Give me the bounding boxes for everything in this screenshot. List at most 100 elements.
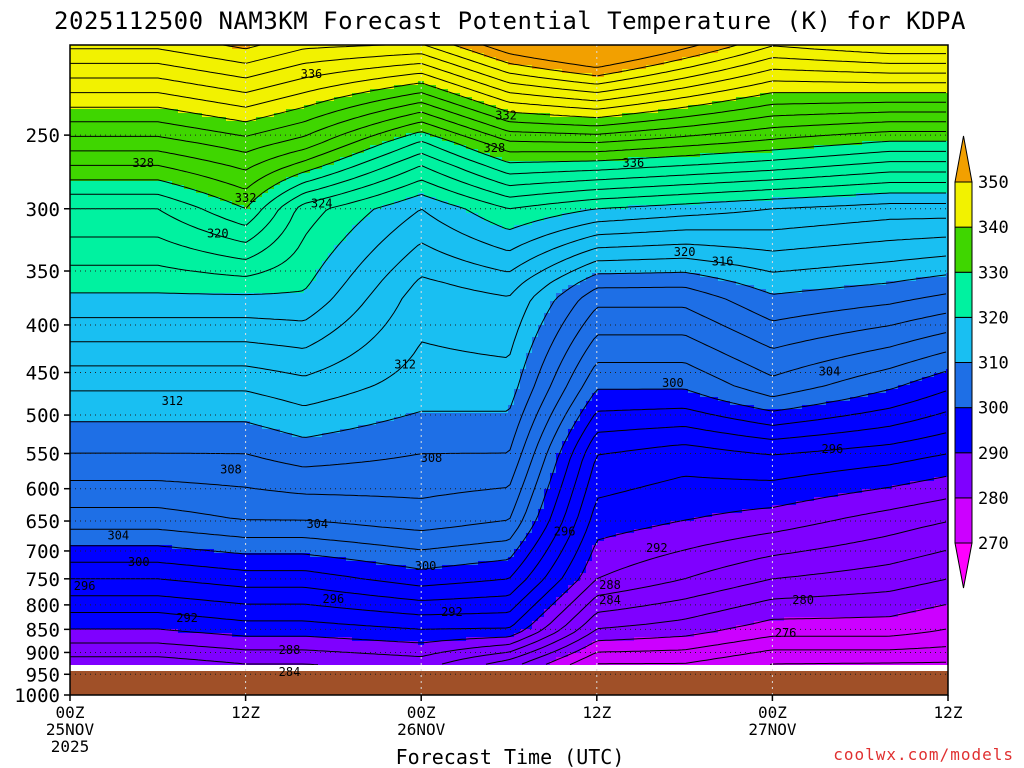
fill-cell: [160, 181, 167, 294]
fill-cell: [178, 421, 185, 550]
fill-cell: [370, 209, 377, 426]
fill-cell: [538, 69, 545, 114]
fill-cell: [148, 545, 155, 630]
fill-cell: [82, 421, 89, 546]
fill-cell: [454, 45, 461, 94]
fill-cell: [754, 45, 761, 98]
fill-cell: [316, 637, 323, 665]
fill-cell: [280, 553, 287, 638]
fill-cell: [772, 293, 779, 410]
isentrope-334: [70, 111, 946, 171]
fill-cell: [262, 45, 269, 118]
contour-label: 292: [441, 605, 463, 619]
fill-cell: [778, 293, 785, 410]
fill-cell: [928, 377, 935, 482]
fill-cell: [826, 617, 833, 665]
fill-cell: [856, 617, 863, 665]
fill-cell: [214, 45, 221, 118]
fill-cell: [496, 45, 503, 62]
fill-cell: [904, 613, 911, 665]
fill-cell: [118, 109, 125, 182]
fill-cell: [400, 565, 407, 642]
fill-cell: [940, 277, 947, 374]
fill-cell: [730, 629, 737, 665]
fill-cell: [232, 49, 239, 122]
fill-cell: [526, 45, 533, 66]
fill-cell: [940, 45, 947, 94]
fill-cell: [934, 277, 941, 374]
fill-cell: [658, 65, 665, 110]
fill-cell: [166, 293, 173, 422]
fill-cell: [196, 193, 203, 294]
fill-cell: [370, 145, 377, 210]
fill-cell: [322, 165, 329, 262]
colorbar-box: [954, 497, 973, 544]
plot-area: [70, 45, 948, 665]
fill-cell: [898, 485, 905, 614]
fill-cell: [172, 421, 179, 550]
fill-cell: [826, 289, 833, 402]
fill-cell: [640, 637, 647, 665]
fill-cell: [202, 421, 209, 550]
fill-cell: [316, 169, 323, 270]
fill-cell: [634, 205, 641, 274]
fill-cell: [718, 153, 725, 202]
fill-cell: [160, 545, 167, 630]
fill-cell: [130, 45, 137, 110]
fill-cell: [82, 293, 89, 422]
fill-cell: [934, 141, 941, 194]
fill-cell: [424, 569, 431, 642]
fill-cell: [256, 45, 263, 118]
fill-cell: [658, 525, 665, 638]
fill-cell: [280, 45, 287, 114]
contour-label: 296: [323, 592, 345, 606]
fill-cell: [124, 109, 131, 182]
colorbar-label: 270: [978, 534, 1009, 554]
fill-cell: [646, 389, 653, 530]
fill-cell: [496, 109, 503, 158]
fill-cell: [172, 549, 179, 630]
isentrope-280: [545, 604, 947, 665]
fill-cell: [418, 81, 425, 134]
fill-cell: [748, 97, 755, 154]
isentrope-304: [70, 332, 947, 532]
fill-cell: [316, 437, 323, 558]
fill-cell: [658, 637, 665, 665]
fill-cell: [382, 205, 389, 422]
fill-cell: [802, 501, 809, 618]
fill-cell: [460, 45, 467, 50]
fill-cell: [190, 293, 197, 422]
fill-cell: [304, 45, 311, 106]
fill-cell: [82, 109, 89, 182]
fill-cell: [544, 161, 551, 218]
fill-cell: [604, 117, 611, 162]
fill-cell: [550, 69, 557, 118]
fill-cell: [700, 397, 707, 518]
fill-cell: [568, 73, 575, 118]
fill-cell: [820, 45, 827, 94]
fill-cell: [262, 429, 269, 554]
fill-cell: [784, 293, 791, 410]
colorbar-box: [954, 271, 973, 318]
fill-cell: [532, 161, 539, 222]
fill-cell: [838, 617, 845, 665]
fill-cell: [934, 605, 941, 665]
fill-cell: [496, 413, 503, 562]
fill-cell: [82, 45, 89, 110]
fill-cell: [676, 637, 683, 665]
fill-cell: [886, 281, 893, 390]
isentrope-324: [70, 165, 946, 260]
fill-cell: [238, 121, 245, 206]
fill-cell: [640, 389, 647, 530]
fill-cell: [766, 409, 773, 510]
fill-cell: [532, 521, 539, 622]
fill-cell: [244, 121, 251, 210]
fill-cell: [184, 549, 191, 634]
fill-cell: [748, 405, 755, 510]
colorbar: 270 280 290 300 310 320 330 340 350: [954, 135, 1009, 589]
fill-cell: [574, 581, 581, 654]
fill-cell: [598, 117, 605, 162]
fill-cell: [412, 197, 419, 414]
fill-cell: [922, 609, 929, 665]
contour-label: 308: [421, 451, 443, 465]
